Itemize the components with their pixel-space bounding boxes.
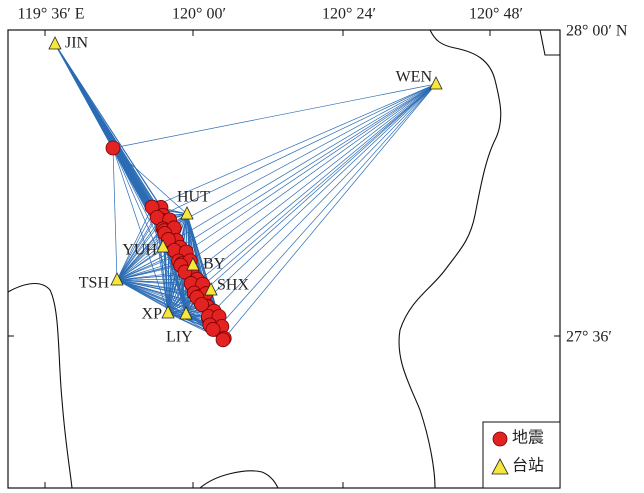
lon-label: 120° 24′ — [322, 6, 376, 23]
legend-station-symbol — [491, 458, 509, 475]
station-label: LIY — [166, 329, 193, 346]
ray-path — [116, 208, 156, 281]
legend-label: 地震 — [512, 429, 544, 447]
ray-path — [116, 250, 175, 281]
coastline — [398, 29, 502, 489]
map-frame — [7, 29, 561, 489]
ray-path — [116, 279, 197, 298]
ray-path — [116, 228, 164, 281]
station-marker — [48, 36, 62, 50]
ray-path — [116, 230, 165, 281]
station-marker — [204, 282, 218, 296]
ray-path — [112, 147, 187, 315]
coastline — [539, 29, 560, 56]
ray-path — [192, 83, 437, 287]
station-label: TSH — [79, 275, 110, 292]
ray-path — [164, 83, 437, 231]
ray-path — [172, 83, 437, 242]
lat-label: 28° 00′ N — [566, 23, 628, 40]
station-marker — [179, 306, 193, 320]
ray-path — [116, 260, 179, 281]
station-label: XP — [142, 306, 163, 323]
ray-path — [112, 83, 437, 149]
station-label: BY — [203, 256, 226, 273]
ray-path — [223, 83, 437, 339]
stations — [48, 36, 443, 320]
legend-label: 台站 — [512, 457, 544, 475]
ray-path — [196, 83, 437, 298]
ray-path — [116, 233, 166, 281]
ray-path — [151, 83, 437, 208]
station-label: WEN — [396, 69, 433, 86]
coastline — [7, 282, 73, 489]
station-marker — [186, 257, 200, 271]
labels: 119° 36′ E 120° 00′ 120° 24′ 120° 48′ 28° 00… — [8, 6, 628, 488]
ray-path — [179, 83, 437, 248]
ray-path — [116, 252, 178, 281]
legend-quake-symbol — [492, 431, 508, 447]
earthquake — [194, 297, 209, 312]
ray-path — [116, 279, 209, 317]
ray-path — [186, 83, 437, 253]
station-label: SHX — [217, 277, 249, 294]
ray-path — [116, 220, 163, 281]
station-label: YUH — [122, 242, 157, 259]
lat-label: 27° 36′ — [566, 329, 612, 346]
earthquake — [105, 140, 121, 156]
ray-path — [216, 83, 437, 330]
ray-path — [116, 271, 185, 281]
ray-path — [116, 279, 202, 305]
station-marker — [429, 76, 443, 90]
ray-path — [201, 83, 437, 305]
ray-path — [116, 265, 181, 281]
coastline — [199, 470, 279, 489]
lon-label: 120° 00′ — [172, 6, 226, 23]
ray-path — [191, 83, 437, 274]
station-marker — [110, 272, 124, 286]
lon-label: 119° 36′ E — [17, 6, 84, 23]
earthquake — [205, 322, 221, 337]
ray-path — [116, 206, 153, 281]
earthquake — [215, 332, 231, 348]
lon-label: 120° 48′ — [469, 6, 523, 23]
ray-path — [189, 83, 437, 262]
ray-path — [208, 83, 437, 317]
ray-path — [54, 43, 175, 229]
station-label: JIN — [65, 35, 89, 52]
ray-path — [157, 83, 437, 218]
station-marker — [180, 206, 194, 220]
ray-path — [112, 147, 118, 281]
ray-path — [116, 217, 158, 281]
station-marker — [156, 239, 170, 253]
ray-path — [193, 83, 437, 294]
station-marker — [161, 305, 175, 319]
station-label: HUT — [177, 189, 210, 206]
